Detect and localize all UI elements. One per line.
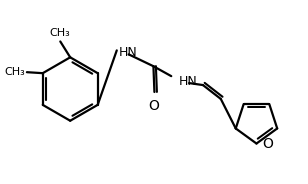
Text: HN: HN	[119, 46, 137, 59]
Text: HN: HN	[179, 75, 198, 88]
Text: O: O	[148, 99, 159, 113]
Text: O: O	[262, 137, 273, 151]
Text: CH₃: CH₃	[4, 67, 25, 77]
Text: CH₃: CH₃	[49, 29, 70, 38]
